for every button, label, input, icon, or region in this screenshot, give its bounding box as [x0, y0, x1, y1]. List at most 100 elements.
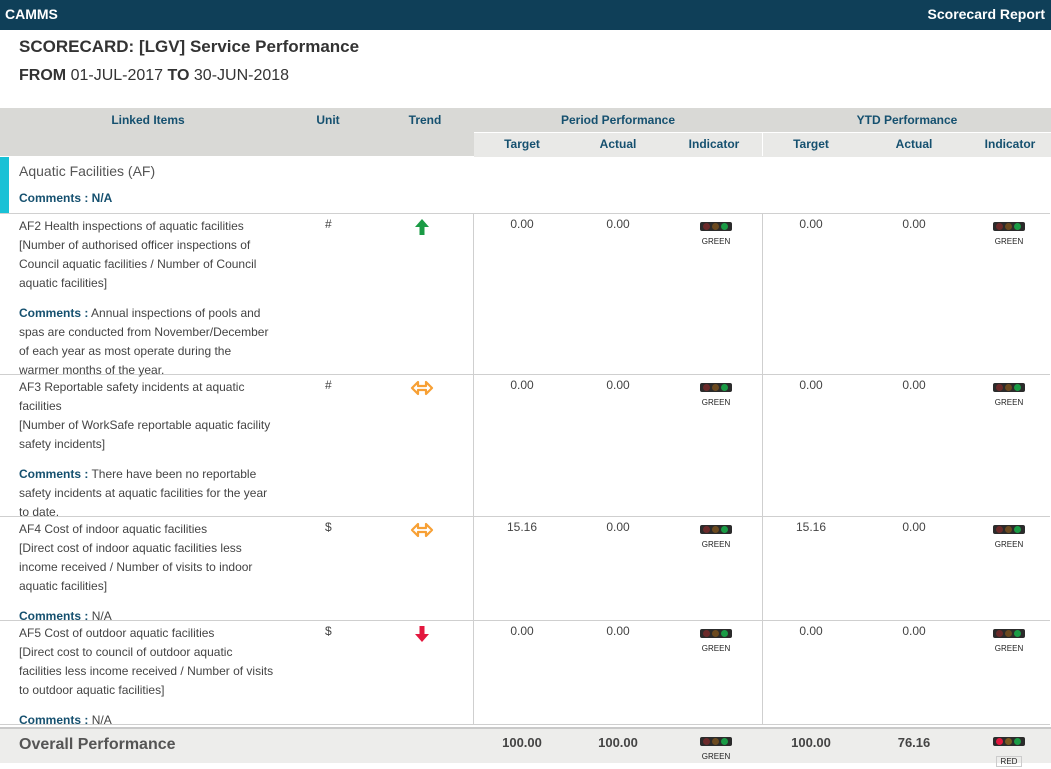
overall-label: Overall Performance: [19, 736, 176, 753]
table-row: AF5 Cost of outdoor aquatic facilities [D…: [0, 620, 1050, 727]
green-light: [1014, 526, 1021, 533]
comment-line: Comments : There have been no reportable: [19, 465, 289, 484]
overall-ytd-target: 100.00: [791, 735, 831, 750]
indicator-label: GREEN: [701, 237, 731, 246]
green-light: [721, 384, 728, 391]
top-bar: CAMMS Scorecard Report: [0, 0, 1051, 30]
section-name: Aquatic Facilities (AF): [19, 163, 156, 179]
overall-ytd-indicator: RED: [984, 733, 1034, 769]
col-ytd-actual: Actual: [895, 137, 933, 151]
ytd-target: 15.16: [795, 520, 827, 534]
period-actual: 0.00: [606, 624, 630, 638]
measure-description-line: [Direct cost of indoor aquatic facilitie…: [19, 541, 242, 555]
col-ytd-target: Target: [793, 137, 829, 151]
amber-light: [712, 526, 719, 533]
overall-period-target: 100.00: [502, 735, 542, 750]
column-divider: [762, 213, 763, 374]
indicator-label: GREEN: [994, 644, 1024, 653]
traffic-light-icon: [700, 383, 732, 392]
red-light: [703, 526, 710, 533]
red-light: [703, 223, 710, 230]
amber-light: [1005, 223, 1012, 230]
comment-line: Comments : N/A: [19, 607, 289, 626]
traffic-light-icon: [993, 737, 1025, 746]
comments-label: Comments :: [19, 609, 89, 623]
section-header: Aquatic Facilities (AF) Comments : N/A: [0, 157, 1050, 214]
comments-label: Comments :: [19, 306, 89, 320]
amber-light: [1005, 738, 1012, 745]
down-arrow-icon: [410, 624, 434, 644]
indicator-label: RED: [995, 756, 1023, 767]
ytd-actual: 0.00: [902, 520, 926, 534]
green-light: [721, 223, 728, 230]
period-actual: 0.00: [606, 378, 630, 392]
subheader-divider: [762, 132, 763, 156]
traffic-light-icon: [993, 222, 1025, 231]
ytd-actual: 0.00: [902, 217, 926, 231]
indicator-label: GREEN: [701, 540, 731, 549]
measure-description-line: [Number of authorised officer inspection…: [19, 238, 251, 252]
indicator-label: GREEN: [994, 398, 1024, 407]
green-light: [721, 738, 728, 745]
measure-comments: Comments : N/A: [19, 607, 289, 626]
amber-light: [712, 223, 719, 230]
traffic-light-icon: [993, 629, 1025, 638]
measure-description-line: safety incidents]: [19, 437, 106, 451]
from-label: FROM: [19, 67, 67, 84]
table-row: AF4 Cost of indoor aquatic facilities [Di…: [0, 516, 1050, 623]
measure-description: AF2 Health inspections of aquatic facili…: [19, 217, 289, 293]
period-target: 15.16: [506, 520, 538, 534]
comment-text: N/A: [91, 609, 112, 623]
measure-description-line: [Direct cost to council of outdoor aquat…: [19, 645, 233, 659]
col-trend: Trend: [408, 113, 442, 127]
traffic-light-icon: [700, 737, 732, 746]
comment-text: There have been no reportable: [91, 467, 257, 481]
period-indicator: GREEN: [691, 521, 741, 549]
column-divider: [762, 620, 763, 724]
green-light: [721, 630, 728, 637]
ytd-indicator: GREEN: [984, 521, 1034, 549]
measure-unit: $: [325, 520, 332, 534]
col-period-indicator: Indicator: [688, 137, 740, 151]
ytd-actual: 0.00: [902, 624, 926, 638]
ytd-target: 0.00: [799, 624, 823, 638]
ytd-target: 0.00: [799, 378, 823, 392]
overall-period-actual: 100.00: [598, 735, 638, 750]
measure-comments: Comments : There have been no reportable…: [19, 465, 289, 522]
measure-comments: Comments : Annual inspections of pools a…: [19, 304, 289, 380]
indicator-label: GREEN: [701, 398, 731, 407]
overall-period-indicator: GREEN: [691, 733, 741, 761]
ytd-indicator: GREEN: [984, 218, 1034, 246]
green-light: [1014, 384, 1021, 391]
ytd-indicator: GREEN: [984, 379, 1034, 407]
measure-description-line: income received / Number of visits to in…: [19, 560, 253, 574]
period-target: 0.00: [510, 378, 534, 392]
comment-text: of each year as most operate during the: [19, 344, 232, 358]
measure-description: AF3 Reportable safety incidents at aquat…: [19, 378, 289, 454]
to-label: TO: [167, 67, 190, 84]
indicator-label: GREEN: [994, 237, 1024, 246]
measure-comments: Comments : N/A: [19, 711, 289, 730]
period-target: 0.00: [510, 624, 534, 638]
red-light: [996, 738, 1003, 745]
traffic-light-icon: [700, 525, 732, 534]
red-light: [703, 738, 710, 745]
measure-description-line: to outdoor aquatic facilities]: [19, 683, 165, 697]
overall-ytd-actual: 76.16: [897, 735, 931, 750]
amber-light: [712, 384, 719, 391]
measure-unit: #: [325, 378, 332, 392]
col-period-actual: Actual: [599, 137, 637, 151]
red-light: [996, 223, 1003, 230]
comments-label: Comments :: [19, 467, 89, 481]
report-type-title: Scorecard Report: [927, 6, 1045, 22]
ytd-target: 0.00: [799, 217, 823, 231]
comment-text: safety incidents at aquatic facilities f…: [19, 486, 268, 500]
period-actual: 0.00: [606, 520, 630, 534]
to-date: 30-JUN-2018: [193, 67, 290, 84]
comment-text: Annual inspections of pools and: [91, 306, 261, 320]
green-light: [721, 526, 728, 533]
comment-line: spas are conducted from November/Decembe…: [19, 323, 289, 342]
period-indicator: GREEN: [691, 379, 741, 407]
measure-description-line: AF3 Reportable safety incidents at aquat…: [19, 380, 245, 394]
period-actual: 0.00: [606, 217, 630, 231]
